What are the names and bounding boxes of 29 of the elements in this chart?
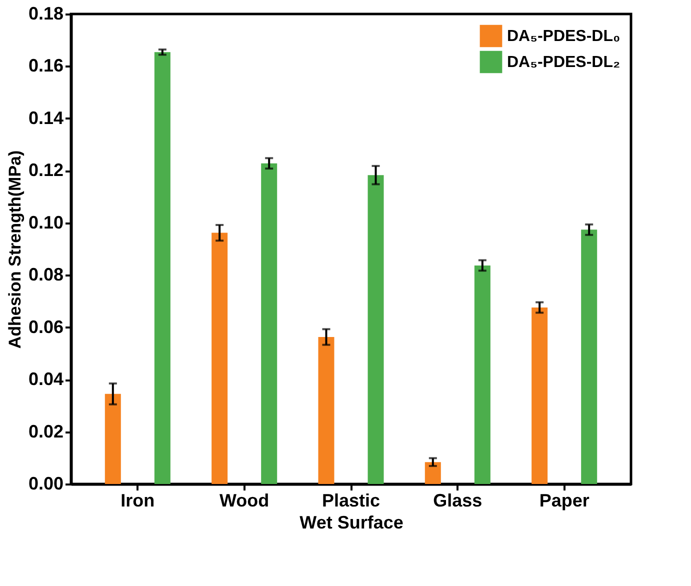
- bar: [261, 163, 278, 484]
- legend-label: DA₅-PDES-DL₀: [507, 28, 620, 45]
- bar: [318, 336, 334, 484]
- x-axis-title: Wet Surface: [300, 512, 404, 532]
- y-tick-label: 0.00: [28, 474, 64, 494]
- x-tick-label: Iron: [120, 490, 155, 510]
- y-tick-label: 0.14: [28, 108, 64, 128]
- bar: [154, 52, 170, 484]
- bar: [474, 265, 490, 484]
- y-tick-label: 0.18: [28, 4, 64, 24]
- bar: [532, 307, 548, 484]
- x-tick-label: Paper: [539, 490, 590, 510]
- x-tick-label: Wood: [220, 490, 270, 510]
- x-tick-label: Glass: [433, 490, 482, 510]
- y-tick-label: 0.04: [28, 369, 64, 390]
- y-tick-label: 0.06: [28, 316, 64, 337]
- y-tick-label: 0.16: [28, 56, 64, 76]
- bar: [368, 175, 384, 484]
- bar: [424, 462, 441, 484]
- bar: [212, 232, 228, 484]
- y-tick-label: 0.12: [28, 160, 64, 180]
- y-tick-label: 0.10: [28, 212, 64, 232]
- bar: [104, 394, 121, 484]
- y-tick-label: 0.08: [28, 264, 64, 285]
- bar: [581, 230, 598, 484]
- y-tick-label: 0.02: [28, 421, 64, 442]
- x-tick-label: Plastic: [322, 490, 380, 510]
- y-axis-title: Adhesion Strength(MPa): [5, 150, 24, 349]
- legend-label: DA₅-PDES-DL₂: [507, 54, 620, 71]
